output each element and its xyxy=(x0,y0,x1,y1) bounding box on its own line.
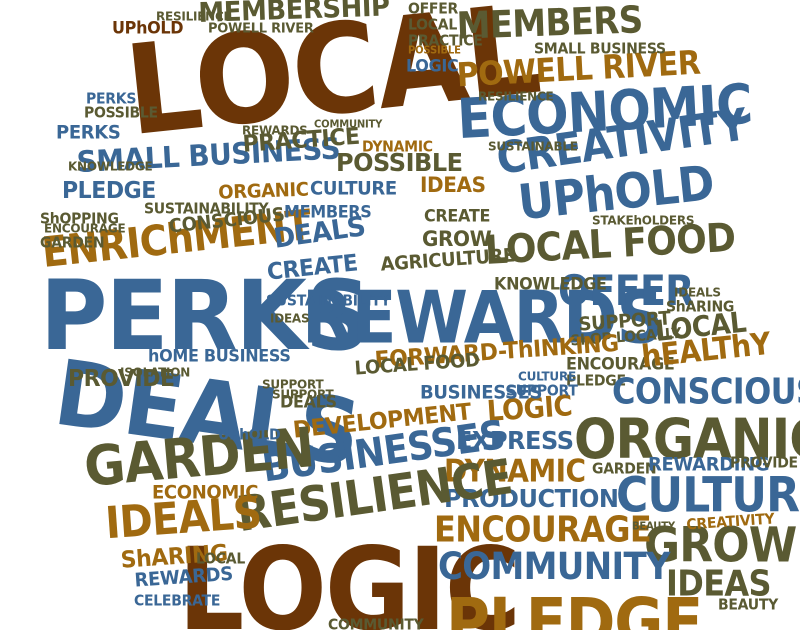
cloud-word: GROW xyxy=(644,517,797,574)
cloud-word: PLEDGE xyxy=(62,177,156,205)
cloud-word: IDEAS xyxy=(666,562,772,605)
cloud-word: PROVIDE xyxy=(68,365,175,393)
cloud-word: hOME BUSINESS xyxy=(148,345,291,366)
cloud-word: MEMBERS xyxy=(455,0,644,49)
cloud-word: POSSIBLE xyxy=(84,104,158,122)
cloud-word: CULTURE xyxy=(616,467,800,524)
cloud-word: ENCOURAGE xyxy=(44,220,126,236)
cloud-word: KNOWLEDGE xyxy=(68,158,153,174)
cloud-word: COMMUNITY xyxy=(438,544,671,589)
cloud-word: GARDEN xyxy=(40,234,105,252)
cloud-word: ORGANIC xyxy=(574,407,800,472)
cloud-word: ISOLATION xyxy=(120,364,191,380)
cloud-word: RESILIENCE xyxy=(156,8,232,24)
cloud-word: DYNAMIC xyxy=(444,452,586,489)
cloud-word: CELEBRATE xyxy=(134,592,221,610)
cloud-word: PERKS xyxy=(56,121,121,144)
cloud-word: RESILIENCE xyxy=(478,88,554,104)
cloud-word: SUSTAINABLE xyxy=(488,138,578,154)
cloud-word: PERKS xyxy=(86,90,137,108)
cloud-word: DEALS xyxy=(280,391,337,412)
cloud-word: SUPPORT xyxy=(506,382,578,400)
cloud-word: OFFER xyxy=(408,0,458,18)
cloud-word: BEAUTY xyxy=(718,596,779,614)
cloud-word: ENCOURAGE xyxy=(566,353,675,374)
cloud-word: COMMUNITY xyxy=(328,616,424,630)
cloud-word: POWELL RIVER xyxy=(208,20,314,37)
cloud-word: IDEAS xyxy=(270,310,310,326)
cloud-word: PLEDGE xyxy=(566,372,626,390)
cloud-word: LOGIC xyxy=(406,55,459,76)
cloud-word: KNOWLEDGE xyxy=(494,273,607,294)
cloud-word: LOCAL xyxy=(196,550,245,568)
cloud-word: EXPRESS xyxy=(456,425,574,456)
cloud-word: COMMUNITY xyxy=(314,118,383,131)
cloud-word: GARDEN xyxy=(592,460,657,478)
cloud-word: PLEDGE xyxy=(446,584,703,630)
cloud-word: CULTURE xyxy=(518,368,576,384)
cloud-word: PROVIDE xyxy=(730,454,798,472)
cloud-word: BUSINESSES xyxy=(420,381,543,404)
cloud-word: ShOPPING xyxy=(40,210,119,228)
cloud-word: STAKEhOLDERS xyxy=(592,212,695,228)
cloud-word: REWARDS xyxy=(242,122,308,138)
cloud-word: ShARING xyxy=(666,298,735,316)
cloud-word: MEMBERS xyxy=(284,201,372,222)
cloud-word: ENCOURAGE xyxy=(434,508,652,551)
cloud-word: UPhOLD xyxy=(218,426,281,444)
cloud-word: CREATE xyxy=(424,205,491,226)
cloud-word: CONSCIOUS xyxy=(612,370,800,413)
cloud-word: POSSIBLE xyxy=(336,147,463,178)
cloud-word: SUPPORT xyxy=(272,386,334,402)
cloud-word: POSSIBLE xyxy=(408,44,461,57)
cloud-word: LOCAL xyxy=(408,16,457,34)
cloud-word: ECONOMIC xyxy=(152,481,259,504)
cloud-word: DYNAMIC xyxy=(362,138,433,156)
cloud-word: REWARDING xyxy=(648,453,770,476)
cloud-word: IDEAS xyxy=(420,171,486,198)
cloud-word: SUSTAINABILITY xyxy=(144,200,269,218)
cloud-word: BEAUTY xyxy=(632,520,675,533)
cloud-word: ORGANIC xyxy=(217,178,309,204)
cloud-word: SUSTAINABILITY xyxy=(266,292,391,310)
cloud-word: PRODUCTION xyxy=(444,483,619,514)
cloud-word: REWARDS xyxy=(302,275,664,361)
cloud-word: GROW xyxy=(422,225,492,252)
cloud-word: LOGIC xyxy=(178,522,521,630)
cloud-word: UPhOLD xyxy=(112,17,184,38)
cloud-word: CULTURE xyxy=(310,177,397,200)
cloud-word: PRACTICE xyxy=(408,32,483,50)
cloud-word: SMALL BUSINESS xyxy=(534,40,666,58)
cloud-word: SUPPORT xyxy=(262,376,324,392)
cloud-word: OFFER xyxy=(558,266,694,316)
cloud-word: PERKS xyxy=(40,259,371,372)
cloud-word: IDEALS xyxy=(674,284,721,300)
